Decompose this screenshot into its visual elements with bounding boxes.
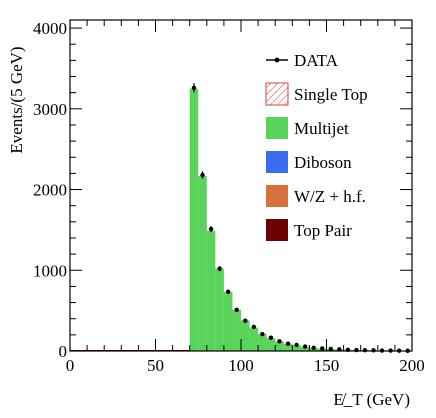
legend-swatch: [266, 185, 288, 207]
multijet-bar: [223, 292, 233, 351]
x-tick-label: 150: [314, 356, 340, 375]
data-point: [260, 331, 265, 337]
multijet-bar: [241, 320, 250, 351]
multijet-bar: [283, 343, 293, 351]
legend-label: Diboson: [294, 153, 352, 172]
multijet-bar: [249, 327, 259, 351]
y-tick-label: 3000: [33, 100, 67, 119]
multijet-bar: [206, 230, 216, 351]
plot-frame: [69, 19, 413, 352]
multijet-bar: [232, 309, 241, 351]
data-point: [191, 83, 197, 93]
legend-label: Top Pair: [294, 221, 352, 240]
data-point: [243, 318, 248, 323]
x-tick-label: 50: [147, 356, 164, 375]
data-point: [200, 171, 205, 179]
y-tick-label: 2000: [33, 181, 67, 200]
data-point: [328, 346, 333, 352]
data-point: [234, 307, 239, 313]
data-point: [311, 345, 316, 350]
multijet-bars: [70, 88, 412, 351]
x-tick-label: 200: [399, 356, 425, 375]
legend-entry: Top Pair: [266, 219, 352, 241]
multijet-bar: [189, 88, 199, 351]
legend-swatch: [266, 117, 288, 139]
legend-swatch: [266, 151, 288, 173]
y-tick-label: 1000: [33, 261, 67, 280]
legend-label: Single Top: [294, 85, 368, 104]
data-point: [268, 335, 274, 340]
data-point: [362, 347, 368, 353]
multijet-bar: [292, 345, 301, 351]
data-point: [285, 341, 291, 346]
data-point: [388, 348, 393, 353]
data-point: [337, 347, 342, 352]
legend-label: Multijet: [294, 119, 349, 138]
legend-entry: Diboson: [266, 151, 352, 173]
legend-swatch: [265, 82, 289, 106]
data-point: [225, 289, 231, 294]
y-tick-label: 0: [59, 342, 68, 361]
legend-entry: W/Z + h.f.: [266, 185, 366, 207]
legend-swatch: [266, 219, 288, 241]
data-point: [379, 348, 385, 353]
legend-label: DATA: [294, 51, 339, 70]
y-axis-ticks: 0 1000 2000 3000 4000: [33, 19, 412, 361]
legend-entry: Multijet: [266, 117, 349, 139]
data-point: [302, 344, 308, 349]
multijet-bar: [215, 268, 224, 351]
x-tick-label: 0: [66, 356, 75, 375]
data-points: [191, 83, 410, 353]
y-tick-label: 4000: [33, 19, 67, 38]
data-point: [371, 348, 376, 353]
x-axis-ticks: 0 50 100 150 200: [66, 20, 425, 375]
legend-marker-dot: [274, 57, 280, 63]
multijet-bar: [198, 175, 207, 351]
data-point: [277, 339, 282, 344]
data-point: [320, 346, 325, 351]
multijet-bar: [258, 334, 267, 351]
data-point: [251, 324, 257, 329]
x-tick-label: 100: [228, 356, 254, 375]
data-point: [217, 266, 222, 272]
data-point: [354, 347, 359, 353]
legend: DATA Single Top Multijet Diboson W/Z + h.f. T…: [265, 51, 368, 241]
data-point: [345, 347, 351, 352]
data-point: [294, 342, 299, 348]
legend-entry: Single Top: [265, 82, 368, 106]
y-axis-label: Events/(5 GeV): [7, 46, 26, 153]
x-axis-label: E̸_T (GeV): [333, 390, 410, 409]
multijet-bar: [300, 346, 310, 351]
legend-entry: DATA: [266, 51, 339, 70]
data-point: [396, 348, 402, 353]
legend-label: W/Z + h.f.: [294, 187, 366, 206]
data-point: [208, 225, 214, 233]
data-point: [405, 348, 410, 353]
multijet-bar: [275, 341, 284, 351]
multijet-bar: [266, 338, 276, 351]
plot-border: [69, 19, 413, 352]
